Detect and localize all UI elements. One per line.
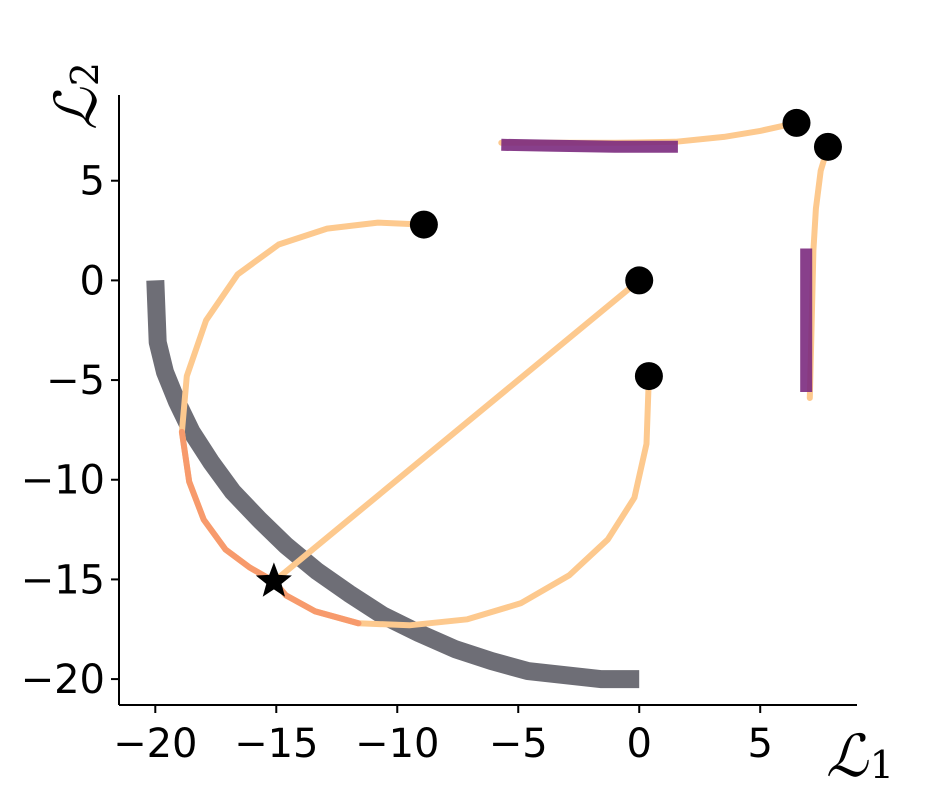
start-e-marker: [813, 132, 842, 161]
trajectory-converge-a: [178, 428, 277, 585]
axes: −20 −15 −10 −5 0 5 −20 −15 −10 −5 0 5: [21, 95, 857, 767]
y-ticks: −20 −15 −10 −5 0 5: [21, 159, 119, 703]
optimum-star-marker: [255, 562, 292, 597]
x-tick-label: −15: [234, 721, 318, 767]
x-tick-label: 0: [627, 721, 652, 767]
x-tick-label: −10: [355, 721, 439, 767]
x-tick-label: −5: [489, 721, 548, 767]
plot-area: [146, 108, 842, 689]
y-tick-label: −5: [46, 358, 105, 404]
trajectory-4: [806, 143, 831, 401]
pareto-front-curve: [146, 280, 640, 689]
x-axis-label: ℒ1: [826, 722, 894, 790]
y-tick-label: −15: [21, 557, 105, 603]
start-b-marker: [625, 266, 654, 295]
y-tick-label: −10: [21, 458, 105, 504]
start-c-marker: [634, 362, 663, 391]
start-d-marker: [782, 108, 811, 137]
y-tick-label: 5: [80, 159, 105, 205]
trajectory-1: [270, 277, 643, 585]
x-tick-label: 5: [747, 721, 772, 767]
start-a-marker: [409, 210, 438, 239]
x-ticks: −20 −15 −10 −5 0 5: [113, 705, 773, 767]
y-tick-label: −20: [21, 657, 105, 703]
trajectory-0: [178, 219, 427, 585]
trajectory-5: [501, 138, 678, 153]
y-tick-label: 0: [80, 258, 105, 304]
x-tick-label: −20: [113, 721, 197, 767]
y-axis-label: ℒ2: [42, 62, 110, 130]
